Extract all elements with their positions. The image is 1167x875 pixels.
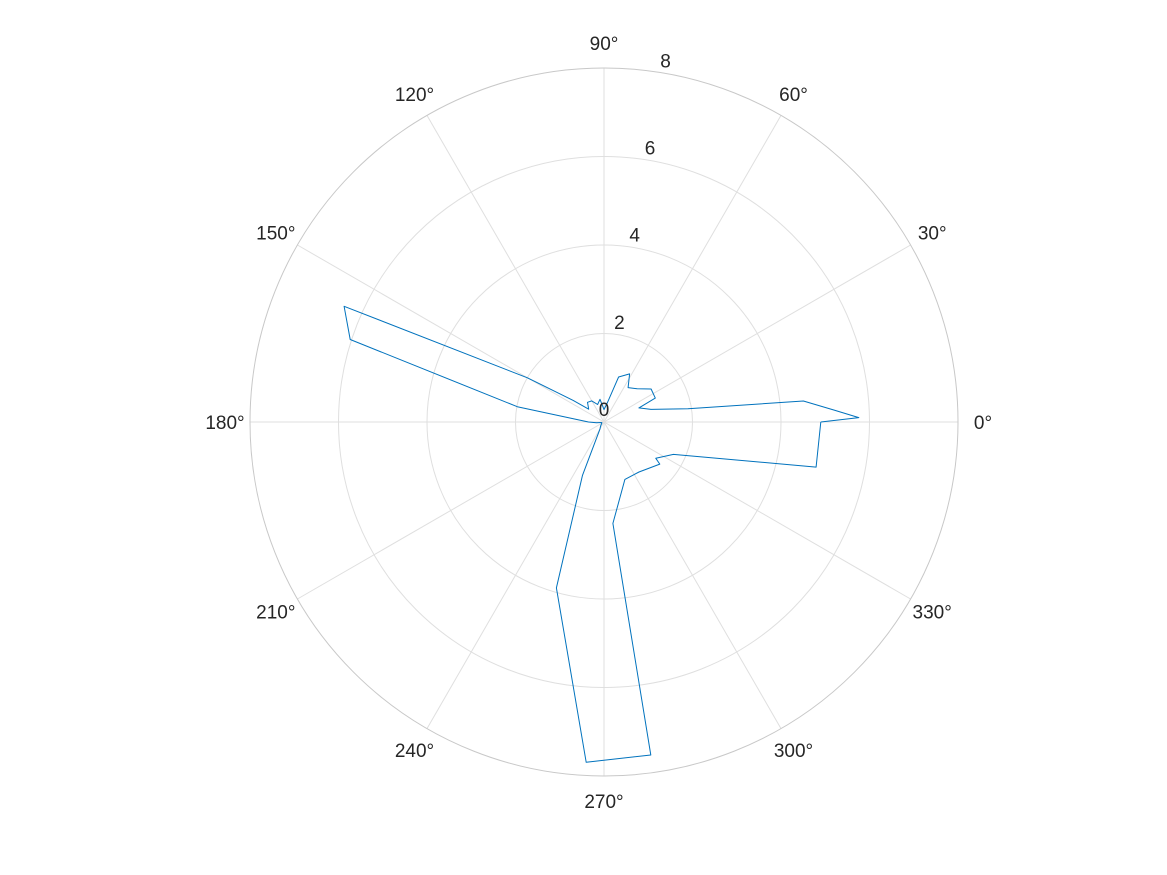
theta-tick-label: 180° [205,413,244,434]
polar-grid [249,67,959,777]
r-tick-label: 8 [660,51,671,72]
theta-tick-label: 330° [913,603,952,624]
series-line-0 [343,305,860,763]
r-gridcircle-6 [338,156,870,688]
r-tick-label: 6 [645,139,656,160]
r-gridcircle-2 [515,333,693,511]
theta-tick-label: 150° [256,224,295,245]
theta-tick-label: 120° [395,85,434,106]
theta-tick-label: 270° [584,792,623,813]
r-gridcircle-4 [426,244,782,600]
tick-labels: 0° 30° 60° 90° 120° 150° 180° 210° 240° 270° 300° 3… [205,34,992,813]
theta-tick-label: 210° [256,603,295,624]
r-tick-label: 4 [629,226,640,247]
series-layer [343,305,860,763]
theta-tick-label: 240° [395,741,434,762]
theta-tick-label: 300° [774,741,813,762]
r-gridcircle-8 [249,67,959,777]
r-tick-label: 0 [599,400,610,421]
r-tick-label: 2 [614,313,625,334]
theta-tick-label: 30° [918,224,947,245]
theta-tick-label: 0° [974,413,992,434]
theta-tick-label: 90° [590,34,619,55]
theta-tick-label: 60° [779,85,808,106]
